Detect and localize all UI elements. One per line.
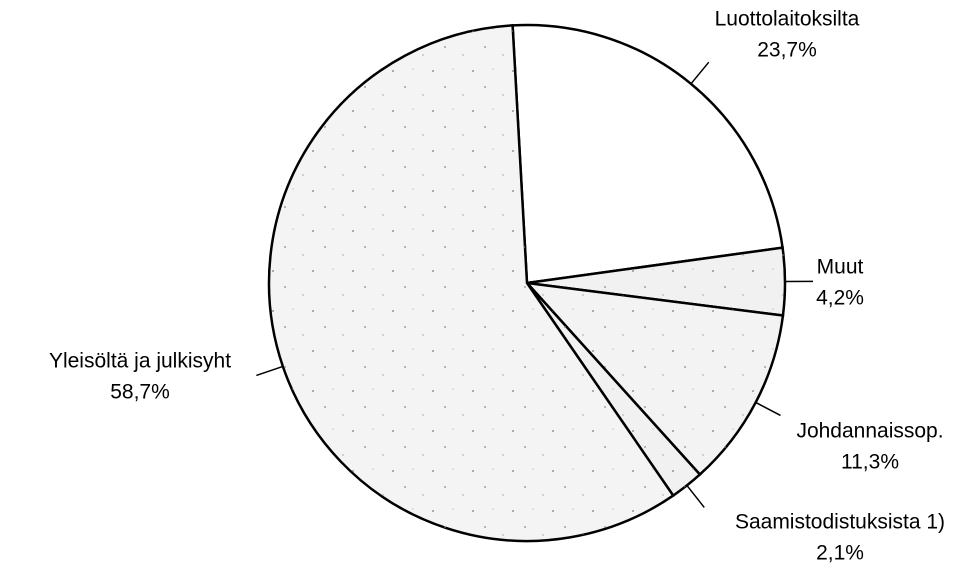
slice-label: Saamistodistuksista 1) — [735, 511, 945, 534]
slice-value-label: 11,3% — [841, 451, 899, 474]
slice-label: Yleisöltä ja julkisyht — [49, 350, 231, 373]
slice-value-label: 23,7% — [757, 39, 817, 62]
pie-slice — [511, 23, 784, 285]
leader-line — [256, 365, 284, 377]
leader-line — [686, 485, 705, 508]
slice-label: Johdannaissop. — [796, 420, 943, 443]
leader-line — [755, 401, 781, 417]
slice-label: Luottolaitoksilta — [715, 8, 860, 31]
slice-texture — [527, 283, 783, 475]
slice-value-label: 58,7% — [110, 381, 170, 404]
slice-texture — [269, 25, 674, 541]
slice-texture — [527, 283, 700, 496]
slice-label: Muut — [817, 256, 864, 279]
leader-line — [690, 61, 710, 85]
slice-value-label: 4,2% — [816, 287, 864, 310]
slice-texture — [527, 247, 785, 316]
slice-value-label: 2,1% — [816, 542, 864, 565]
